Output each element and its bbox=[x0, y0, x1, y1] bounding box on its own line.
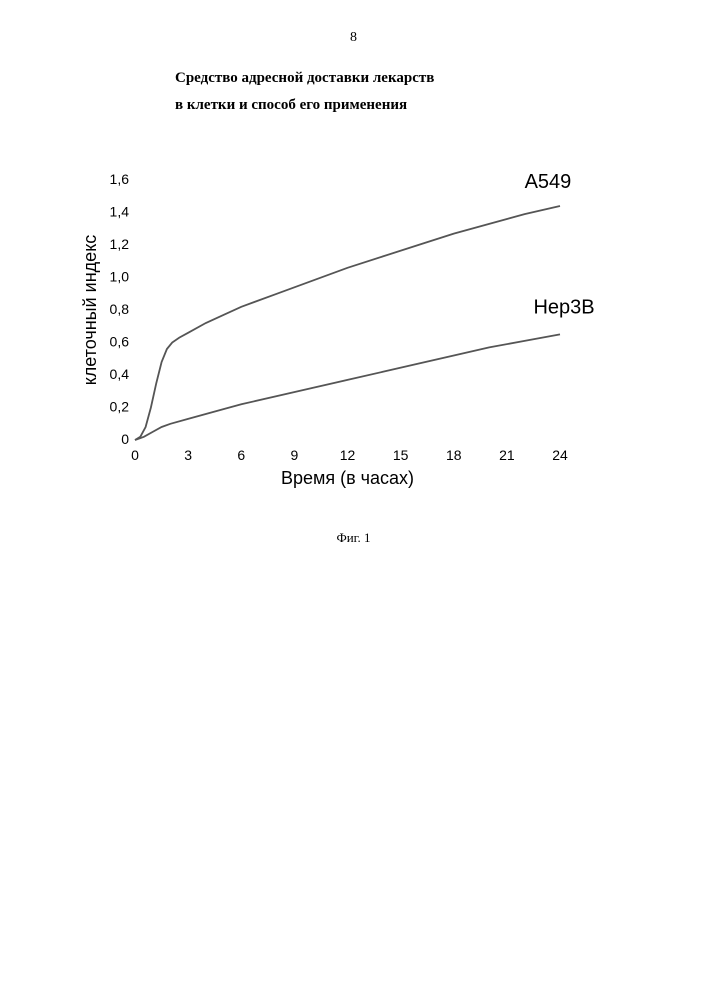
y-tick-label: 0 bbox=[121, 431, 129, 447]
y-tick-label: 0,4 bbox=[110, 366, 130, 382]
title-line-2: в клетки и способ его применения bbox=[175, 92, 545, 119]
y-tick-label: 1,2 bbox=[110, 236, 130, 252]
y-tick-label: 0,6 bbox=[110, 334, 130, 350]
doc-title: Средство адресной доставки лекарств в кл… bbox=[175, 65, 545, 119]
line-chart: 0 0,2 0,4 0,6 0,8 1,0 1,2 1,4 1,6 0 3 6 9 12 15 18 21 24 A… bbox=[80, 170, 640, 490]
y-tick-label: 0,2 bbox=[110, 399, 130, 415]
chart-container: 0 0,2 0,4 0,6 0,8 1,0 1,2 1,4 1,6 0 3 6 9 12 15 18 21 24 A… bbox=[80, 170, 640, 490]
x-tick-label: 18 bbox=[446, 447, 462, 463]
x-tick-label: 24 bbox=[552, 447, 568, 463]
series-line-A549 bbox=[135, 206, 560, 440]
y-tick-label: 1,0 bbox=[110, 269, 130, 285]
x-tick-label: 21 bbox=[499, 447, 515, 463]
x-tick-label: 3 bbox=[184, 447, 192, 463]
y-tick-label: 0,8 bbox=[110, 301, 130, 317]
y-tick-label: 1,6 bbox=[110, 171, 130, 187]
x-tick-label: 6 bbox=[237, 447, 245, 463]
series-line-Hep3B bbox=[135, 334, 560, 440]
y-tick-label: 1,4 bbox=[110, 204, 130, 220]
page-number: 8 bbox=[0, 30, 707, 46]
series-label-A549: A549 bbox=[525, 171, 572, 193]
x-tick-label: 9 bbox=[290, 447, 298, 463]
figure-caption: Фиг. 1 bbox=[0, 530, 707, 546]
x-tick-label: 15 bbox=[393, 447, 409, 463]
x-axis-title: Время (в часах) bbox=[281, 468, 414, 488]
x-tick-label: 0 bbox=[131, 447, 139, 463]
y-axis-title: клеточный индекс bbox=[80, 235, 100, 386]
title-line-1: Средство адресной доставки лекарств bbox=[175, 65, 545, 92]
x-tick-label: 12 bbox=[340, 447, 356, 463]
series-label-Hep3B: Hep3B bbox=[533, 296, 594, 318]
